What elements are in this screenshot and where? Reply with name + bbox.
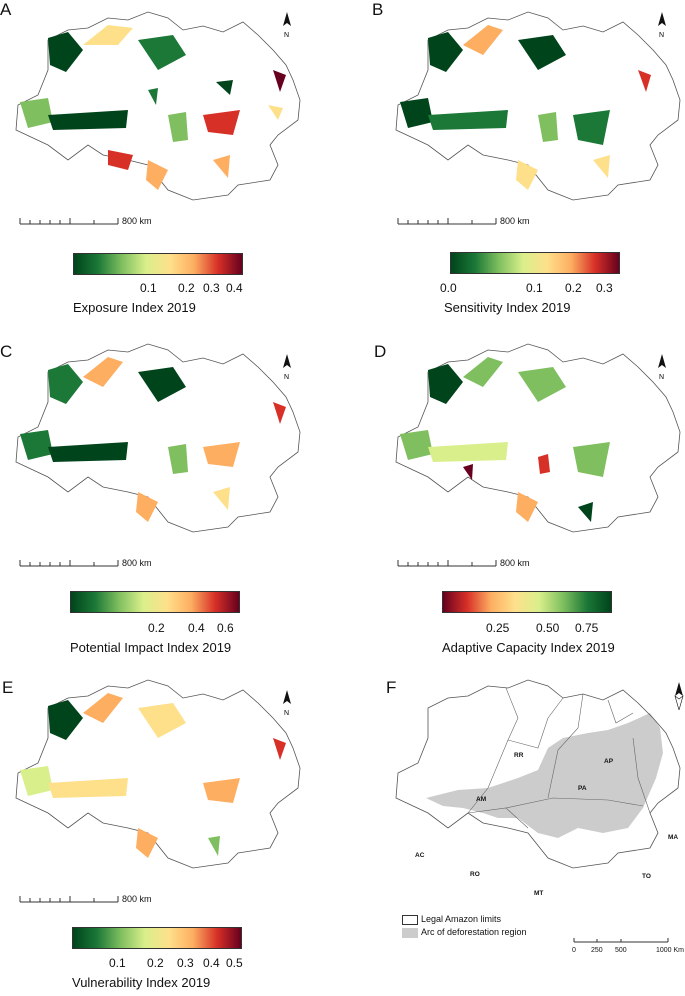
legend-tick: 0.3 xyxy=(596,281,613,295)
svg-text:N: N xyxy=(284,710,289,717)
state-label-ap: AP xyxy=(604,758,614,765)
legend-arc: Arc of deforestation region xyxy=(402,927,527,938)
svg-text:N: N xyxy=(284,32,289,39)
scale-label: 800 km xyxy=(122,894,152,904)
legend-tick: 0.1 xyxy=(526,281,543,295)
legend-title: Vulnerability Index 2019 xyxy=(72,975,211,990)
legend-tick: 0.2 xyxy=(178,281,195,295)
panel-letter: C xyxy=(0,342,13,361)
state-label-ma: MA xyxy=(668,834,679,841)
scale-label: 800 km xyxy=(500,558,530,568)
legend-tick: 0.25 xyxy=(486,621,510,635)
state-label-to: TO xyxy=(642,873,651,880)
panel-c: C N 800 km 0.2 0.4 0.6 Potential Impact … xyxy=(0,332,342,664)
legend-tick: 0.1 xyxy=(109,956,126,970)
legend-gradient xyxy=(73,253,243,275)
legend-tick: 0.2 xyxy=(565,281,582,295)
scale-bar xyxy=(19,217,119,225)
legend-tick: 0.2 xyxy=(147,956,164,970)
north-arrow-icon: N xyxy=(280,354,294,382)
panel-f: F RR AP AM PA MA AC RO TO MT Legal Amazo… xyxy=(372,664,685,996)
panel-d: D N 800 km 0.25 0.50 0.75 Adaptive Capac… xyxy=(372,332,685,664)
legend-gradient xyxy=(442,591,612,613)
north-arrow-icon: N xyxy=(280,12,294,40)
legend-gradient xyxy=(70,591,240,613)
scale-tick: 500 xyxy=(615,947,627,954)
state-label-am: AM xyxy=(476,796,487,803)
legend-limits-label: Legal Amazon limits xyxy=(421,914,502,924)
panel-letter: E xyxy=(2,678,14,697)
scale-bar xyxy=(397,559,497,567)
map-potential-impact xyxy=(15,343,301,533)
panel-letter: D xyxy=(374,342,387,361)
svg-text:N: N xyxy=(659,32,664,39)
map-adaptive-capacity xyxy=(395,343,681,533)
legend-tick: 0.1 xyxy=(140,281,157,295)
state-label-pa: PA xyxy=(578,785,587,792)
legend-tick: 0.3 xyxy=(203,281,220,295)
legend-swatch-arc xyxy=(402,927,418,938)
scale-label: 800 km xyxy=(122,216,152,226)
scale-bar xyxy=(573,938,669,943)
legend-tick: 0.4 xyxy=(188,621,205,635)
panel-a: A N 800 km 0.1 0.2 0.3 0.4 Exposure Inde… xyxy=(0,0,342,332)
legend-title: Potential Impact Index 2019 xyxy=(70,640,232,655)
legend-gradient xyxy=(72,927,242,949)
legend-gradient xyxy=(450,252,620,274)
north-arrow-icon xyxy=(672,682,685,712)
state-label-mt: MT xyxy=(534,890,544,897)
state-label-ro: RO xyxy=(470,871,480,878)
svg-text:N: N xyxy=(284,374,289,381)
legend-tick: 0.50 xyxy=(536,621,560,635)
scale-bar xyxy=(397,217,497,225)
map-exposure xyxy=(15,11,301,201)
panel-letter: F xyxy=(386,678,397,697)
legend-tick: 0.3 xyxy=(177,956,194,970)
legend-tick: 0.75 xyxy=(575,621,599,635)
panel-letter: B xyxy=(372,0,384,19)
north-arrow-icon: N xyxy=(655,12,669,40)
legend-title: Adaptive Capacity Index 2019 xyxy=(442,640,615,655)
panel-letter: A xyxy=(0,0,12,19)
legend-tick: 0.4 xyxy=(203,956,220,970)
scale-label: 800 km xyxy=(500,216,530,226)
legend-title: Sensitivity Index 2019 xyxy=(444,300,571,315)
svg-text:N: N xyxy=(659,374,664,381)
scale-tick: 250 xyxy=(591,947,603,954)
state-label-rr: RR xyxy=(514,752,524,759)
legend-swatch-outline xyxy=(402,914,418,925)
legend-arc-label: Arc of deforestation region xyxy=(421,927,527,937)
north-arrow-icon: N xyxy=(280,690,294,718)
scale-label: 800 km xyxy=(122,558,152,568)
legend-tick: 0.0 xyxy=(440,281,457,295)
legend-title: Exposure Index 2019 xyxy=(73,300,196,315)
scale-tick: 1000 Km xyxy=(656,947,685,954)
scale-tick: 0 xyxy=(572,947,576,954)
map-sensitivity xyxy=(395,11,681,201)
legend-tick: 0.4 xyxy=(226,281,243,295)
legend-tick: 0.2 xyxy=(148,621,165,635)
map-vulnerability xyxy=(15,679,301,869)
map-legal-amazon xyxy=(395,679,681,869)
panel-e: E N 800 km 0.1 0.2 0.3 0.4 0.5 Vulnerabi… xyxy=(0,664,342,996)
legend-tick: 0.6 xyxy=(217,621,234,635)
legend-tick: 0.5 xyxy=(226,956,243,970)
scale-bar xyxy=(19,895,119,903)
north-arrow-icon: N xyxy=(655,354,669,382)
scale-bar xyxy=(19,559,119,567)
state-label-ac: AC xyxy=(415,852,425,859)
panel-b: B N 800 km 0.0 0.1 0.2 0.3 Sensitivity I… xyxy=(372,0,685,332)
legend-limits: Legal Amazon limits xyxy=(402,914,501,925)
